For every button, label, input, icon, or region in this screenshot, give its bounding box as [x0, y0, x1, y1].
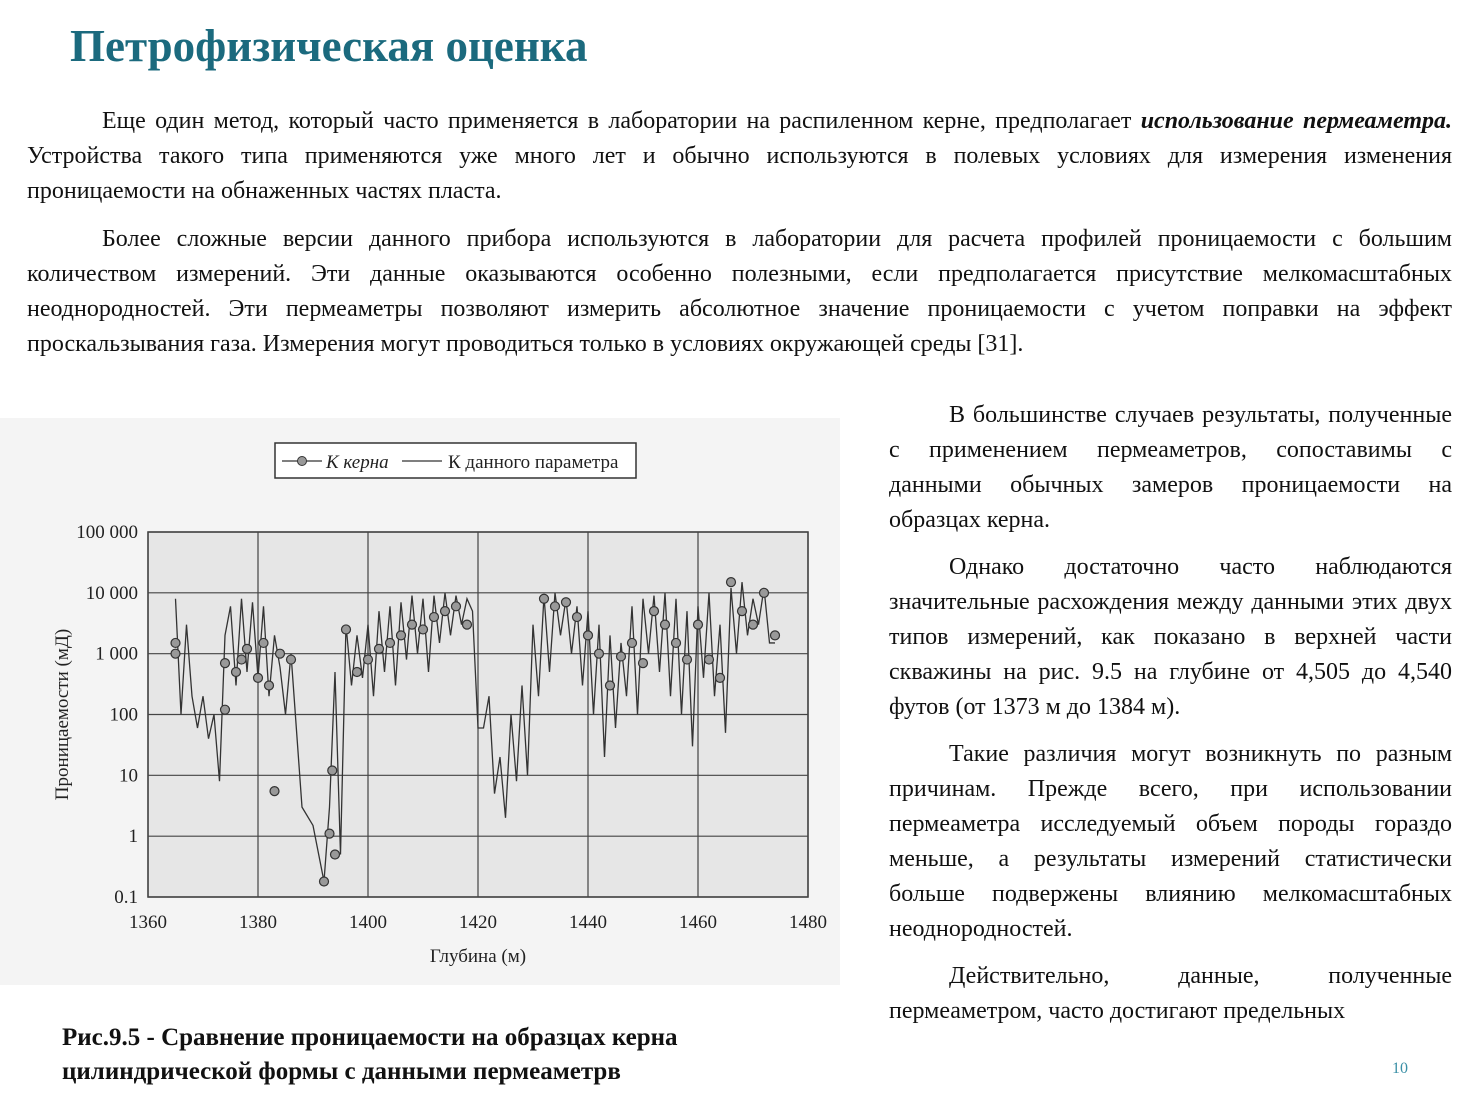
data-point	[538, 593, 550, 604]
data-point	[582, 630, 594, 641]
y-tick-label: 1 000	[95, 644, 138, 665]
y-tick-label: 10 000	[86, 583, 138, 604]
legend-box	[274, 442, 637, 479]
data-point	[285, 654, 297, 665]
x-tick-label: 1360	[129, 912, 167, 933]
legend-label: К керна	[325, 452, 389, 473]
x-tick-label: 1420	[459, 912, 497, 933]
data-point	[439, 606, 451, 617]
text: Еще один метод, который часто применяетс…	[102, 108, 1141, 134]
caption: Рис.9.5 - Сравнение проницаемости на обр…	[62, 1024, 678, 1085]
paragraph: Такие различия могут возникнуть по разны…	[889, 741, 1452, 942]
data-point	[373, 643, 385, 654]
x-axis-label: Глубина (м)	[430, 946, 526, 967]
data-line	[174, 582, 775, 882]
x-tick-label: 1400	[349, 912, 387, 933]
data-point	[170, 637, 181, 649]
chart: 100 000 10 000 1 000 100 10 1 0.1 1360 1380 1400 1…	[0, 418, 840, 985]
y-tick-label: 0.1	[114, 887, 138, 908]
data-point	[428, 611, 440, 623]
side-column: В большинстве случаев результаты, получе…	[889, 398, 1452, 1041]
data-point	[703, 654, 715, 665]
data-point	[362, 654, 374, 665]
data-point	[725, 577, 737, 588]
data-point	[236, 654, 247, 665]
data-point	[351, 666, 363, 678]
data-point	[670, 637, 682, 649]
data-point	[604, 680, 616, 691]
data-point	[318, 876, 330, 887]
y-tick-label: 100	[110, 705, 139, 726]
paragraph: Еще один метод, который часто применяетс…	[27, 104, 1452, 209]
data-point	[593, 648, 605, 659]
data-point	[461, 619, 473, 630]
data-point	[736, 606, 748, 617]
data-point	[258, 637, 269, 649]
paragraph: Более сложные версии данного прибора исп…	[27, 226, 1452, 357]
y-axis-label: Проницаемости (мД)	[52, 629, 73, 800]
data-point	[747, 619, 759, 630]
data-point	[769, 630, 781, 641]
data-point	[692, 619, 704, 630]
title: Петрофизическая оценка	[70, 21, 588, 71]
data-point	[219, 657, 231, 669]
data-point	[219, 704, 231, 715]
data-point	[450, 601, 462, 612]
data-point	[230, 666, 242, 678]
data-point	[417, 624, 429, 635]
data-point	[263, 680, 275, 691]
paragraph: Действительно, данные, полученные пермеа…	[889, 963, 1452, 1024]
data-point	[549, 601, 561, 612]
text: Устройства такого типа применяются уже м…	[27, 143, 1452, 204]
data-point	[384, 637, 396, 649]
x-tick-label: 1460	[679, 912, 717, 933]
data-point	[648, 606, 660, 617]
data-point	[269, 786, 280, 797]
data-point	[571, 611, 583, 623]
data-point	[340, 624, 352, 635]
data-point	[274, 648, 286, 659]
data-point	[560, 597, 572, 608]
data-point	[758, 587, 770, 598]
data-point	[637, 657, 649, 669]
data-point	[329, 849, 341, 860]
x-tick-label: 1440	[569, 912, 607, 933]
y-tick-label: 10	[119, 765, 138, 786]
x-tick-label: 1380	[239, 912, 277, 933]
paragraph: В большинстве случаев результаты, получе…	[889, 402, 1452, 533]
data-point	[327, 765, 338, 776]
x-tick-label: 1480	[789, 912, 827, 933]
page-number: 10	[1392, 1060, 1408, 1077]
paragraph: Однако достаточно часто наблюдаются знач…	[889, 554, 1452, 720]
data-point	[659, 619, 671, 630]
legend-label: К данного параметра	[448, 452, 619, 473]
data-point	[241, 643, 253, 654]
data-point	[406, 619, 418, 630]
y-tick-label: 1	[129, 826, 139, 847]
data-point	[324, 828, 335, 839]
y-tick-label: 100 000	[76, 522, 138, 543]
data-point	[615, 651, 627, 662]
legend-swatch	[297, 456, 307, 466]
data-point	[681, 654, 693, 665]
emphasis: использование пермеаметра.	[1140, 108, 1452, 134]
data-point	[714, 672, 726, 683]
data-point	[170, 648, 181, 659]
data-point	[395, 630, 407, 641]
data-point	[252, 672, 264, 683]
data-point	[626, 637, 638, 649]
